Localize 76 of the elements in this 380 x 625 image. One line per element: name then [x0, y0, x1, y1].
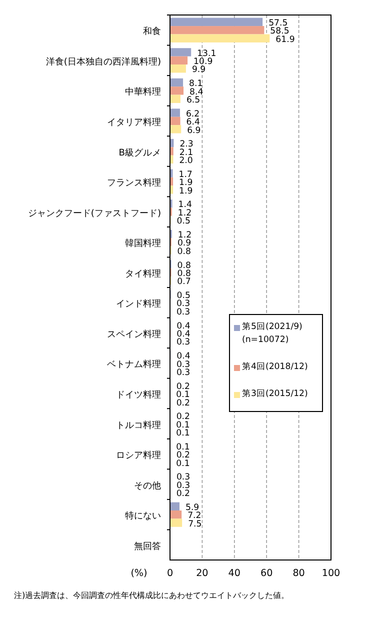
- data-label: 0.8: [177, 260, 191, 271]
- y-tick-label: ジャンクフード(ファストフード): [28, 208, 161, 219]
- data-label: 0.2: [176, 398, 190, 408]
- legend-label: 第5回(2021/9) (n=10072): [242, 321, 304, 347]
- data-label: 0.7: [177, 277, 191, 288]
- data-label: 6.2: [186, 109, 200, 120]
- data-label: 0.1: [176, 442, 190, 452]
- data-label: 0.3: [176, 472, 190, 483]
- y-tick-label: 洋食(日本独自の西洋風料理): [46, 56, 161, 68]
- y-tick-label: 無回答: [134, 540, 161, 552]
- data-label: 0.3: [176, 307, 190, 318]
- data-label: 7.2: [188, 511, 202, 522]
- legend-label: 第3回(2015/12): [242, 388, 308, 401]
- data-label: 5.9: [186, 502, 200, 513]
- data-label: 0.3: [176, 360, 190, 370]
- data-label: 0.1: [176, 420, 190, 430]
- y-tick-label: イタリア料理: [107, 116, 161, 128]
- data-label: 0.3: [176, 368, 190, 378]
- x-tick-label: 40: [228, 568, 241, 579]
- y-tick-label: 中華料理: [125, 86, 161, 98]
- data-label: 0.3: [176, 338, 190, 348]
- x-tick-label: 100: [322, 568, 340, 579]
- data-label: 0.4: [176, 321, 190, 332]
- y-tick-label: ベトナム料理: [107, 359, 161, 370]
- y-tick-label: タイ料理: [125, 268, 161, 280]
- y-tick-label: その他: [134, 480, 161, 492]
- x-tick-label: 0: [166, 568, 174, 579]
- x-tick-label: 80: [292, 568, 305, 579]
- data-label: 0.9: [177, 238, 192, 249]
- data-label: 6.5: [186, 95, 200, 106]
- y-tick-label: 和食: [143, 26, 161, 38]
- data-label: 2.0: [179, 156, 193, 166]
- data-label: 58.5: [270, 26, 290, 37]
- y-tick-label: 韓国料理: [125, 238, 161, 250]
- data-label: 0.8: [177, 246, 191, 257]
- y-tick-label: トルコ料理: [116, 420, 161, 431]
- y-tick-label: スペイン料理: [107, 328, 161, 340]
- data-label: 1.9: [179, 186, 193, 196]
- legend-label: 第4回(2018/12): [242, 361, 308, 374]
- y-tick-label: ロシア料理: [116, 450, 161, 462]
- data-label: 61.9: [276, 34, 295, 45]
- data-label: 0.1: [176, 390, 190, 400]
- data-label: 1.9: [179, 178, 193, 188]
- data-label: 13.1: [197, 48, 216, 59]
- x-axis-title: (%): [130, 568, 148, 579]
- data-label: 0.2: [176, 489, 190, 500]
- data-label: 0.1: [176, 458, 190, 469]
- x-tick-label: 60: [260, 568, 273, 579]
- data-label: 8.1: [189, 79, 203, 90]
- data-label: 9.9: [192, 65, 206, 76]
- data-label: 0.2: [176, 450, 190, 461]
- data-label: 7.5: [188, 519, 202, 530]
- data-label: 1.7: [178, 170, 192, 180]
- data-label: 6.9: [187, 126, 201, 136]
- data-label: 6.4: [186, 118, 200, 128]
- data-label: 1.2: [178, 230, 192, 240]
- y-tick-label: B級グルメ: [118, 147, 161, 158]
- data-label: 0.1: [176, 428, 190, 439]
- data-label: 0.8: [177, 268, 191, 279]
- data-label: 8.4: [190, 87, 204, 98]
- y-tick-label: ドイツ料理: [116, 389, 161, 400]
- y-tick-label: インド料理: [116, 298, 161, 310]
- data-label: 0.3: [176, 480, 190, 491]
- data-label: 0.4: [176, 352, 190, 362]
- data-label: 1.4: [178, 200, 192, 210]
- data-label: 0.2: [176, 412, 190, 422]
- data-label: 0.3: [176, 299, 190, 310]
- data-label: 0.5: [176, 216, 190, 227]
- y-tick-label: フランス料理: [107, 178, 161, 189]
- data-label: 2.3: [180, 140, 194, 150]
- y-tick-label: 特にない: [125, 510, 161, 522]
- data-label: 2.1: [179, 148, 194, 158]
- data-label: 1.2: [178, 208, 192, 218]
- text: 注)過去調査は、今回調査の性年代構成比にあわせてウエイトバックした値。: [14, 590, 290, 600]
- x-tick-label: 20: [196, 568, 208, 579]
- data-label: 0.2: [176, 382, 190, 392]
